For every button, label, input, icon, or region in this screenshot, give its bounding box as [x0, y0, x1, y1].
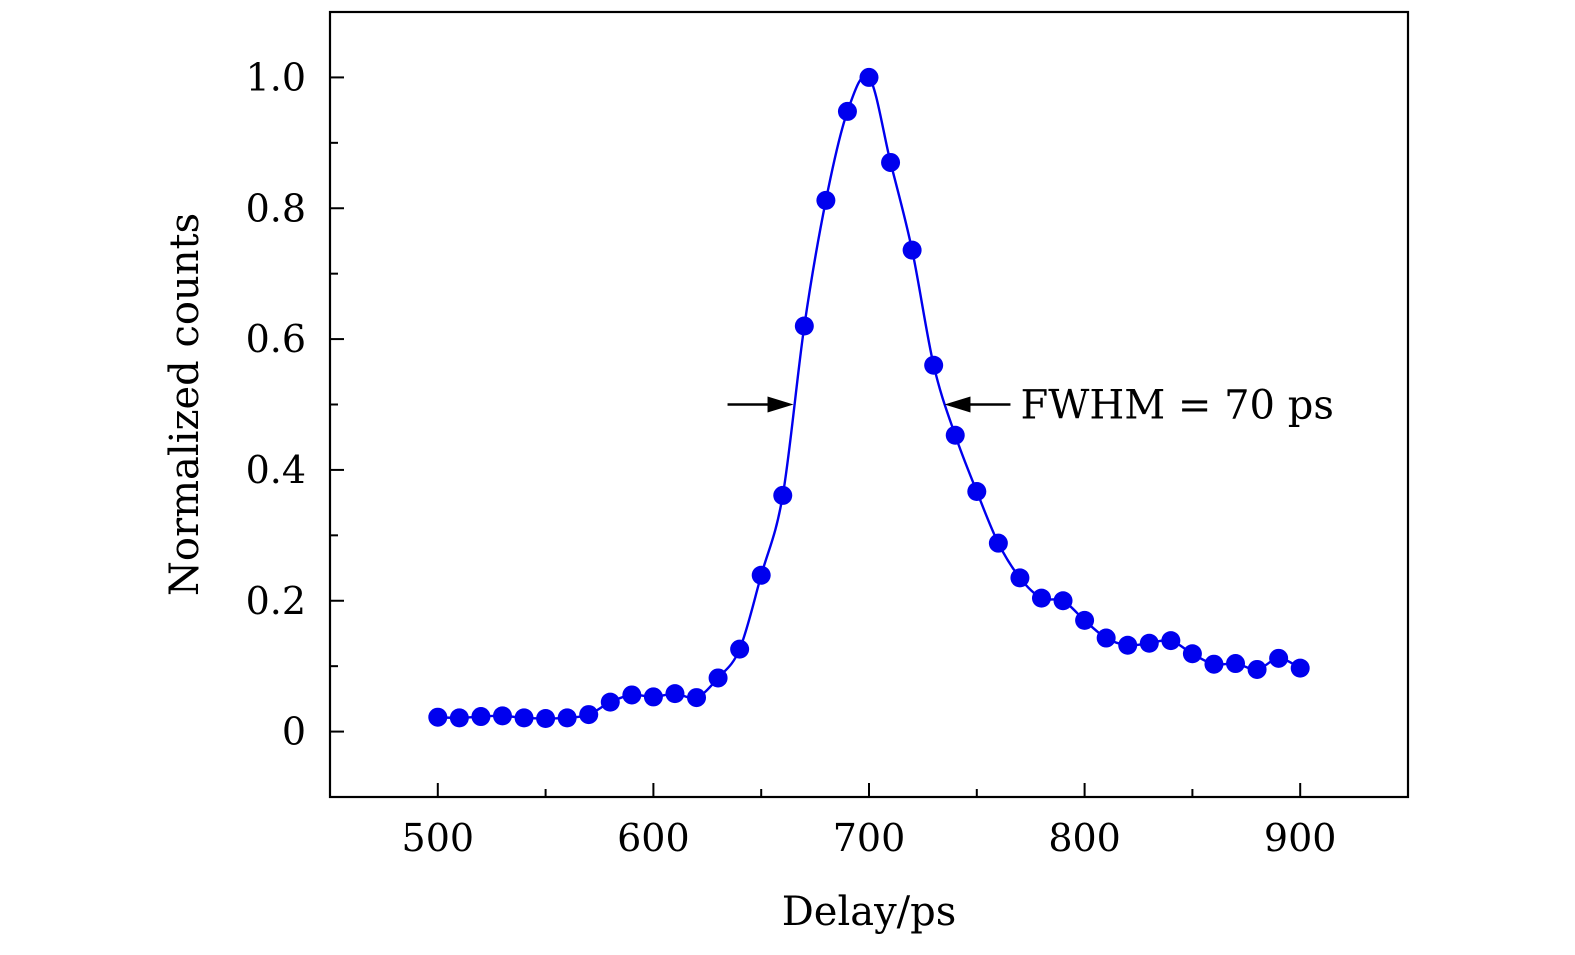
data-point	[536, 709, 556, 728]
fwhm-annotation-text: FWHM = 70 ps	[1020, 383, 1333, 429]
y-tick-label: 1.0	[246, 55, 306, 99]
data-point	[1118, 635, 1138, 655]
data-point	[665, 684, 685, 704]
data-point	[1139, 633, 1159, 653]
data-point	[514, 708, 534, 728]
data-point	[1010, 568, 1030, 588]
fwhm-left-arrow	[727, 396, 794, 413]
data-point	[837, 101, 857, 121]
data-point	[924, 355, 944, 375]
x-tick-label: 900	[1264, 816, 1337, 860]
data-point	[557, 708, 577, 728]
y-tick-label: 0.4	[246, 448, 306, 492]
data-point	[1182, 644, 1202, 664]
data-point	[1204, 654, 1224, 674]
data-point	[794, 316, 814, 336]
data-point	[708, 668, 728, 688]
data-point	[730, 639, 750, 659]
fwhm-right-arrow	[944, 396, 1011, 413]
data-point	[773, 485, 793, 505]
data-point	[902, 240, 922, 260]
y-tick-label: 0	[282, 710, 306, 754]
x-tick-label: 600	[617, 816, 690, 860]
data-point	[945, 425, 965, 445]
data-point	[1096, 628, 1116, 648]
tick-labels: 500 600 700 800 900 0 0.2 0.4 0.6 0.8 1.0	[246, 55, 1337, 860]
y-axis-title: Normalized counts	[162, 213, 208, 596]
axis-ticks	[330, 76, 1302, 797]
data-point	[859, 67, 879, 87]
y-tick-label: 0.8	[246, 186, 306, 230]
data-point	[471, 707, 491, 727]
data-point	[428, 707, 448, 727]
data-point	[687, 688, 707, 708]
data-point	[492, 706, 512, 726]
y-tick-label: 0.6	[246, 317, 306, 361]
x-axis-title: Delay/ps	[782, 889, 957, 935]
data-point	[967, 482, 987, 502]
data-point	[1226, 654, 1246, 674]
data-point	[751, 565, 771, 585]
data-point	[1269, 648, 1289, 668]
data-point	[1031, 588, 1051, 608]
data-point	[881, 152, 901, 172]
data-point	[1161, 631, 1181, 651]
data-point	[643, 687, 663, 707]
x-tick-label: 500	[402, 816, 475, 860]
data-point	[816, 190, 836, 210]
series-points-group	[428, 67, 1310, 728]
data-point	[988, 533, 1008, 553]
data-point	[1053, 591, 1073, 611]
x-tick-label: 800	[1048, 816, 1121, 860]
data-point	[600, 692, 620, 712]
fwhm-right-arrow-head	[944, 396, 971, 413]
annotations-group: FWHM = 70 ps	[727, 383, 1334, 429]
data-point	[1247, 659, 1267, 679]
x-tick-label: 700	[833, 816, 906, 860]
y-tick-label: 0.2	[246, 579, 306, 623]
data-point	[622, 685, 642, 705]
fwhm-left-arrow-head	[767, 396, 794, 413]
data-point	[449, 708, 469, 728]
data-point	[1290, 658, 1310, 678]
data-point	[579, 705, 599, 725]
data-point	[1075, 610, 1095, 630]
